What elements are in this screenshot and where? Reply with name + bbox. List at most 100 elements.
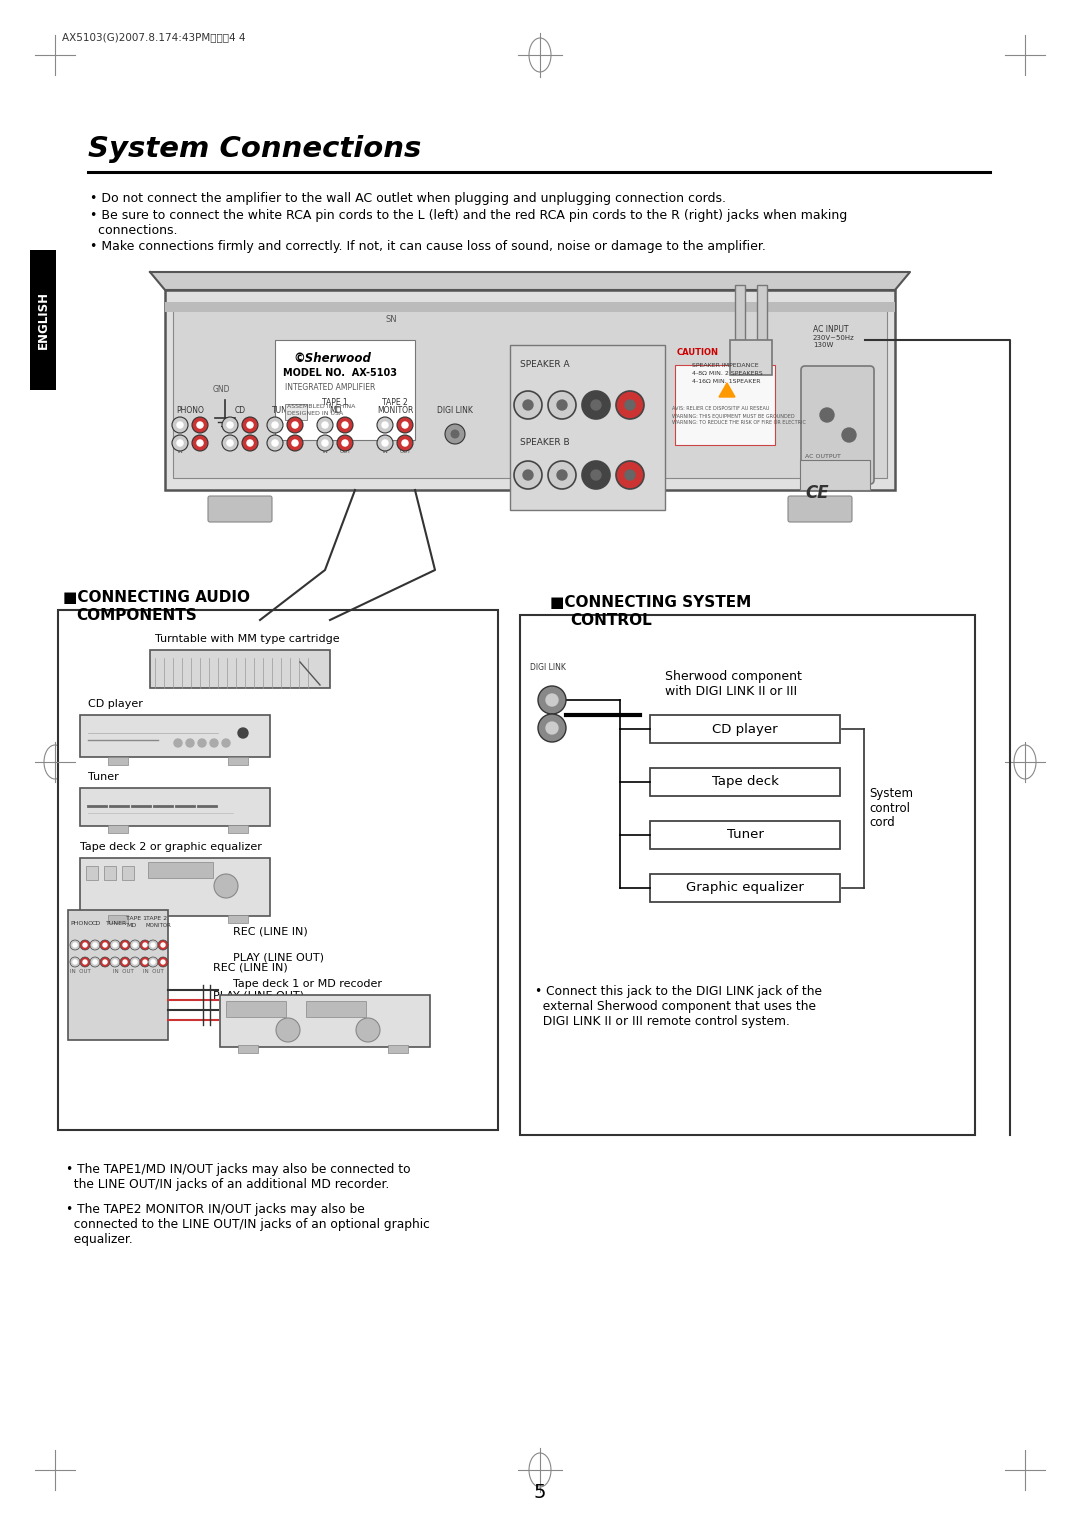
Bar bbox=[86, 866, 98, 880]
Text: connections.: connections. bbox=[90, 224, 177, 236]
Text: PHONO: PHONO bbox=[176, 406, 204, 415]
Circle shape bbox=[222, 416, 238, 433]
Circle shape bbox=[192, 416, 208, 433]
Circle shape bbox=[227, 422, 233, 429]
Text: CD player: CD player bbox=[87, 698, 143, 709]
Bar bbox=[220, 994, 430, 1048]
Circle shape bbox=[820, 409, 834, 422]
Text: CAUTION: CAUTION bbox=[677, 348, 719, 357]
Circle shape bbox=[103, 942, 107, 947]
Text: MD: MD bbox=[126, 923, 136, 929]
Text: ©Sherwood: ©Sherwood bbox=[293, 352, 370, 364]
Bar bbox=[226, 1000, 286, 1017]
Circle shape bbox=[287, 435, 303, 451]
Circle shape bbox=[197, 439, 203, 445]
Bar bbox=[165, 302, 895, 313]
Circle shape bbox=[402, 422, 408, 429]
Circle shape bbox=[342, 422, 348, 429]
Bar bbox=[238, 1045, 258, 1052]
Bar bbox=[80, 715, 270, 756]
Circle shape bbox=[186, 740, 194, 747]
Bar bbox=[228, 756, 248, 766]
Text: OUT: OUT bbox=[400, 448, 410, 454]
Text: ■CONNECTING SYSTEM: ■CONNECTING SYSTEM bbox=[550, 595, 752, 610]
Circle shape bbox=[80, 939, 90, 950]
Circle shape bbox=[523, 400, 534, 410]
Circle shape bbox=[382, 439, 388, 445]
Circle shape bbox=[523, 470, 534, 480]
Text: WARNING: TO REDUCE THE RISK OF FIRE OR ELECTRIC: WARNING: TO REDUCE THE RISK OF FIRE OR E… bbox=[672, 419, 806, 425]
Circle shape bbox=[73, 942, 77, 947]
Text: PHONO: PHONO bbox=[70, 921, 93, 926]
Circle shape bbox=[377, 435, 393, 451]
Circle shape bbox=[292, 422, 298, 429]
Bar bbox=[275, 340, 415, 441]
Circle shape bbox=[445, 424, 465, 444]
Circle shape bbox=[557, 470, 567, 480]
Circle shape bbox=[90, 939, 100, 950]
Bar bbox=[650, 715, 840, 743]
Text: TUNER: TUNER bbox=[272, 406, 298, 415]
Polygon shape bbox=[150, 271, 910, 290]
Bar bbox=[757, 285, 767, 340]
Text: 230V~50Hz: 230V~50Hz bbox=[813, 336, 854, 342]
Circle shape bbox=[158, 958, 168, 967]
Bar bbox=[58, 610, 498, 1130]
Text: AX5103(G)2007.8.174:43PM에이직4 4: AX5103(G)2007.8.174:43PM에이직4 4 bbox=[62, 32, 245, 43]
Bar bbox=[800, 461, 870, 490]
Text: • Be sure to connect the white RCA pin cords to the L (left) and the red RCA pin: • Be sure to connect the white RCA pin c… bbox=[90, 209, 847, 223]
Bar bbox=[108, 756, 129, 766]
Circle shape bbox=[143, 961, 147, 964]
Circle shape bbox=[337, 416, 353, 433]
Circle shape bbox=[397, 416, 413, 433]
Circle shape bbox=[140, 939, 150, 950]
Text: PLAY (LINE OUT): PLAY (LINE OUT) bbox=[233, 953, 324, 962]
Text: 130W: 130W bbox=[813, 342, 834, 348]
Text: CD player: CD player bbox=[712, 723, 778, 735]
Circle shape bbox=[538, 714, 566, 743]
Circle shape bbox=[318, 435, 333, 451]
Bar bbox=[150, 650, 330, 688]
Text: IN: IN bbox=[322, 448, 328, 454]
Circle shape bbox=[158, 939, 168, 950]
Bar bbox=[675, 364, 775, 445]
Circle shape bbox=[161, 942, 165, 947]
Text: IN  OUT: IN OUT bbox=[70, 968, 91, 974]
Text: MD: MD bbox=[328, 406, 341, 415]
Circle shape bbox=[538, 686, 566, 714]
Bar bbox=[228, 915, 248, 923]
Circle shape bbox=[238, 727, 248, 738]
Circle shape bbox=[625, 470, 635, 480]
Text: IN: IN bbox=[177, 448, 183, 454]
Text: Sherwood component
with DIGI LINK II or III: Sherwood component with DIGI LINK II or … bbox=[665, 669, 801, 698]
Bar bbox=[80, 788, 270, 827]
Circle shape bbox=[287, 416, 303, 433]
Circle shape bbox=[242, 435, 258, 451]
Circle shape bbox=[151, 942, 156, 947]
Text: AVIS: RELIER CE DISPOSITIF AU RESEAU: AVIS: RELIER CE DISPOSITIF AU RESEAU bbox=[672, 406, 769, 412]
Circle shape bbox=[842, 429, 856, 442]
Text: Tuner: Tuner bbox=[87, 772, 119, 782]
Circle shape bbox=[276, 1019, 300, 1042]
Circle shape bbox=[90, 958, 100, 967]
Circle shape bbox=[177, 422, 183, 429]
Text: ■CONNECTING AUDIO: ■CONNECTING AUDIO bbox=[63, 590, 249, 605]
Circle shape bbox=[123, 942, 127, 947]
Text: Tape deck 2 or graphic equalizer: Tape deck 2 or graphic equalizer bbox=[80, 842, 261, 852]
Bar bbox=[122, 866, 134, 880]
Circle shape bbox=[242, 416, 258, 433]
Text: TAPE 1: TAPE 1 bbox=[322, 398, 348, 407]
Text: TAPE 1: TAPE 1 bbox=[126, 917, 147, 921]
Text: CD: CD bbox=[234, 406, 245, 415]
Text: 4-8Ω MIN. 2 SPEAKERS: 4-8Ω MIN. 2 SPEAKERS bbox=[692, 371, 762, 377]
Circle shape bbox=[272, 439, 278, 445]
Circle shape bbox=[546, 721, 558, 734]
Circle shape bbox=[625, 400, 635, 410]
Circle shape bbox=[110, 958, 120, 967]
Circle shape bbox=[100, 958, 110, 967]
Bar bbox=[285, 404, 307, 419]
Circle shape bbox=[161, 961, 165, 964]
Text: IN  OUT: IN OUT bbox=[113, 968, 134, 974]
Circle shape bbox=[83, 942, 87, 947]
Circle shape bbox=[93, 942, 97, 947]
